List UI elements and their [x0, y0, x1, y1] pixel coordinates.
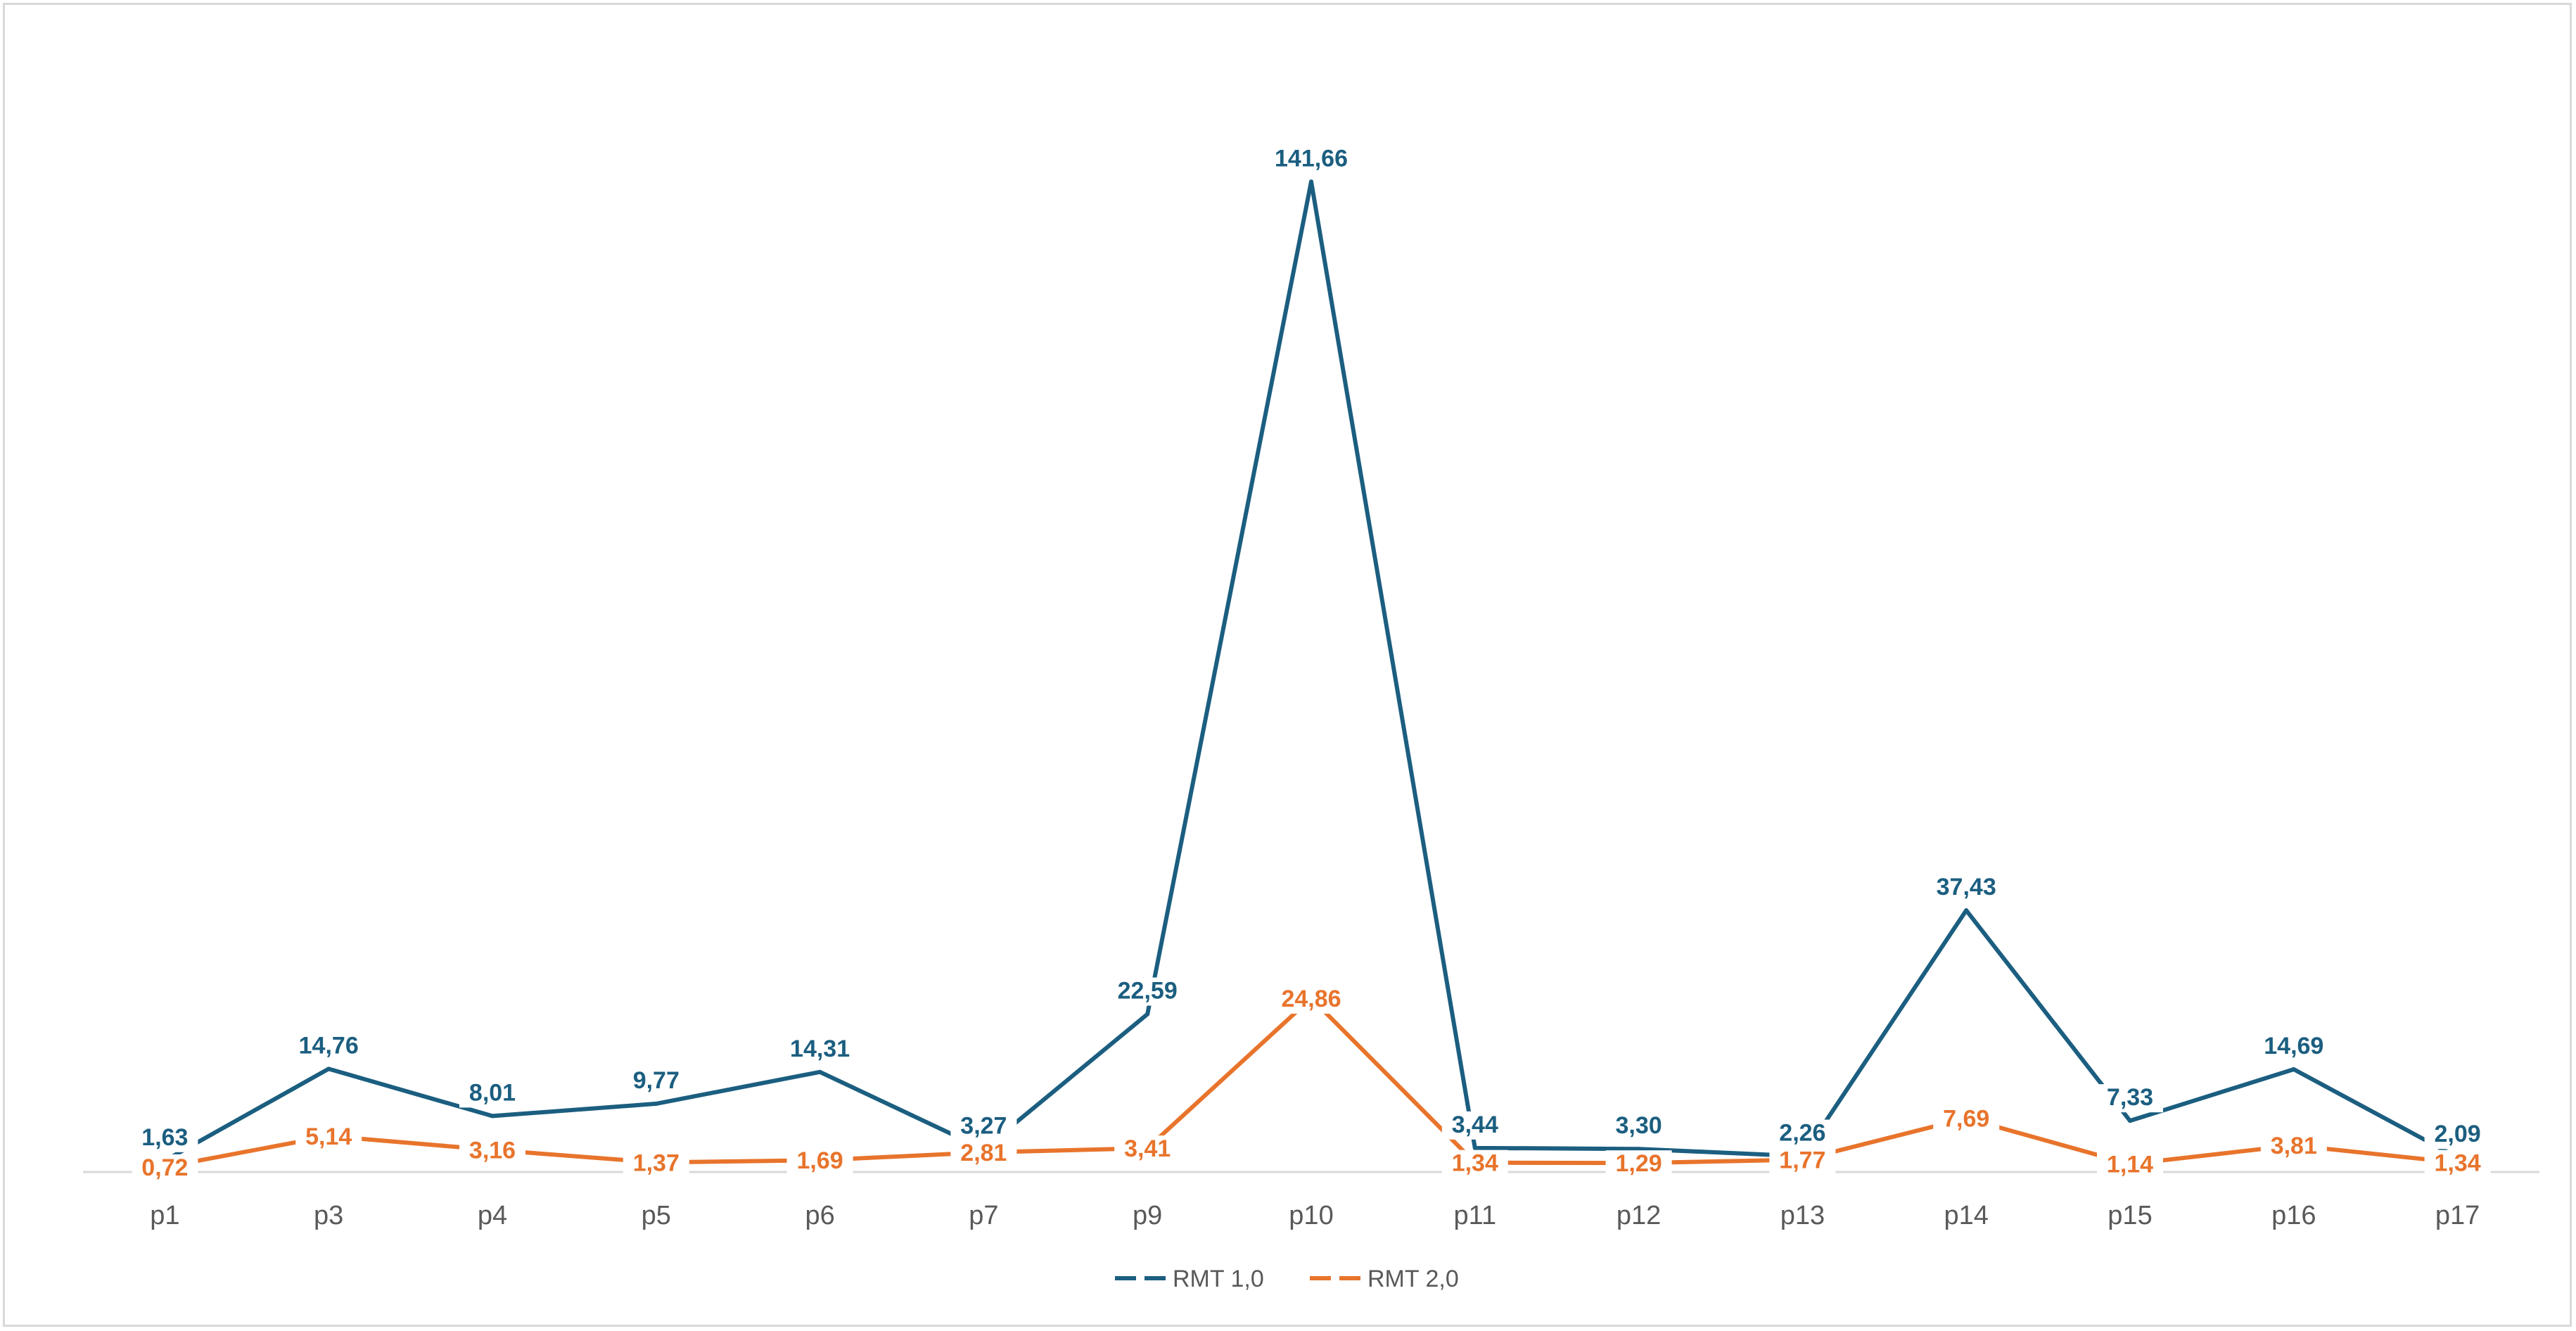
data-point — [2291, 1067, 2296, 1072]
data-label-backing — [1264, 145, 1358, 174]
data-label: 14,76 — [299, 1032, 359, 1059]
data-label: 7,69 — [1943, 1106, 1989, 1133]
data-label: 2,26 — [1779, 1120, 1825, 1147]
data-label: 1,14 — [2107, 1152, 2153, 1178]
data-label-backing — [288, 1032, 369, 1061]
category-label-p5: p5 — [642, 1201, 671, 1230]
data-label-backing — [786, 1147, 853, 1176]
data-point — [1636, 1147, 1641, 1152]
data-point — [2128, 1119, 2132, 1123]
category-label-p6: p6 — [805, 1201, 834, 1230]
data-point — [1145, 1012, 1150, 1017]
data-label-backing — [1926, 874, 2007, 903]
series-layer — [162, 179, 2460, 1169]
legend: RMT 1,0 RMT 2,0 — [1115, 1266, 1459, 1292]
data-label: 7,33 — [2107, 1084, 2153, 1111]
data-label: 1,37 — [633, 1150, 680, 1176]
series-line-1 — [162, 179, 2460, 1163]
data-label-backing — [1933, 1105, 2000, 1134]
data-label: 14,31 — [790, 1036, 850, 1062]
data-label: 1,34 — [1452, 1150, 1498, 1177]
data-label: 3,30 — [1616, 1112, 1662, 1139]
data-label-backing — [1107, 977, 1188, 1006]
data-label: 3,41 — [1124, 1135, 1171, 1162]
data-label-backing — [2097, 1151, 2163, 1180]
data-point — [817, 1069, 822, 1074]
data-label-backing — [1769, 1147, 1836, 1176]
data-labels: 1,63 14,76 8,01 9,77 14,31 3,27 22,59 141,66 3,4… — [132, 145, 2491, 1183]
data-label-backing — [459, 1137, 525, 1166]
data-label: 2,81 — [960, 1140, 1007, 1166]
data-label-backing — [2253, 1033, 2334, 1062]
data-label-backing — [459, 1079, 525, 1108]
data-label-backing — [295, 1123, 362, 1152]
data-label-backing — [2424, 1121, 2491, 1150]
data-label: 8,01 — [469, 1079, 516, 1106]
data-label: 1,34 — [2435, 1150, 2481, 1177]
data-label-backing — [2260, 1133, 2327, 1161]
category-label-p11: p11 — [1454, 1201, 1497, 1230]
category-label-p14: p14 — [1944, 1201, 1988, 1230]
category-label-p16: p16 — [2271, 1201, 2316, 1230]
data-label: 3,27 — [960, 1113, 1007, 1140]
data-label: 141,66 — [1275, 145, 1348, 172]
data-label: 14,69 — [2264, 1033, 2323, 1059]
data-label: 1,77 — [1779, 1147, 1825, 1173]
data-point — [1964, 908, 1969, 913]
data-label-backing — [950, 1112, 1017, 1141]
data-label: 3,44 — [1452, 1112, 1498, 1138]
data-label: 37,43 — [1937, 874, 1996, 900]
data-label-backing — [2097, 1084, 2163, 1113]
data-label-backing — [1271, 985, 1351, 1014]
data-label-backing — [1769, 1119, 1836, 1148]
data-label-backing — [950, 1140, 1017, 1168]
data-point — [653, 1101, 658, 1106]
data-label: 1,69 — [797, 1147, 843, 1174]
category-label-p13: p13 — [1780, 1201, 1825, 1230]
data-point — [326, 1066, 331, 1071]
legend-label-2: RMT 2,0 — [1367, 1266, 1459, 1292]
data-label-backing — [623, 1066, 689, 1095]
data-point — [1309, 179, 1313, 184]
data-label-backing — [623, 1150, 689, 1178]
category-label-p10: p10 — [1289, 1201, 1333, 1230]
category-label-p7: p7 — [969, 1201, 998, 1230]
data-label: 24,86 — [1281, 986, 1341, 1012]
data-label-backing — [779, 1035, 860, 1064]
category-label-p15: p15 — [2108, 1201, 2152, 1230]
data-label: 1,29 — [1616, 1150, 1662, 1177]
data-label: 2,09 — [2435, 1121, 2481, 1147]
data-point — [1472, 1145, 1477, 1150]
data-label-backing — [1605, 1112, 1672, 1141]
data-label-backing — [1441, 1150, 1508, 1178]
data-label: 9,77 — [633, 1067, 680, 1094]
data-label: 22,59 — [1118, 978, 1178, 1005]
data-label-backing — [1441, 1111, 1508, 1140]
data-label: 3,16 — [469, 1138, 516, 1164]
category-label-p9: p9 — [1133, 1201, 1162, 1230]
data-label-backing — [1114, 1135, 1181, 1164]
data-label-backing — [2424, 1150, 2491, 1178]
category-label-p1: p1 — [150, 1201, 179, 1230]
data-label-backing — [132, 1123, 198, 1152]
category-label-p17: p17 — [2435, 1201, 2480, 1230]
data-label: 0,72 — [141, 1154, 188, 1181]
category-label-p12: p12 — [1617, 1201, 1661, 1230]
legend-label-1: RMT 1,0 — [1173, 1266, 1264, 1292]
data-label: 5,14 — [305, 1123, 352, 1150]
data-point — [490, 1114, 495, 1119]
category-label-p4: p4 — [478, 1201, 507, 1230]
data-label-backing — [1605, 1150, 1672, 1179]
data-label: 3,81 — [2271, 1133, 2317, 1159]
category-label-p3: p3 — [314, 1201, 343, 1230]
data-label: 1,63 — [141, 1124, 188, 1151]
data-label-backing — [132, 1154, 198, 1183]
category-axis: p1 p3 p4 p5 p6 p7 p9 p10 p11 p12 p13 p14 p15 p16 p17 — [150, 1201, 2480, 1230]
